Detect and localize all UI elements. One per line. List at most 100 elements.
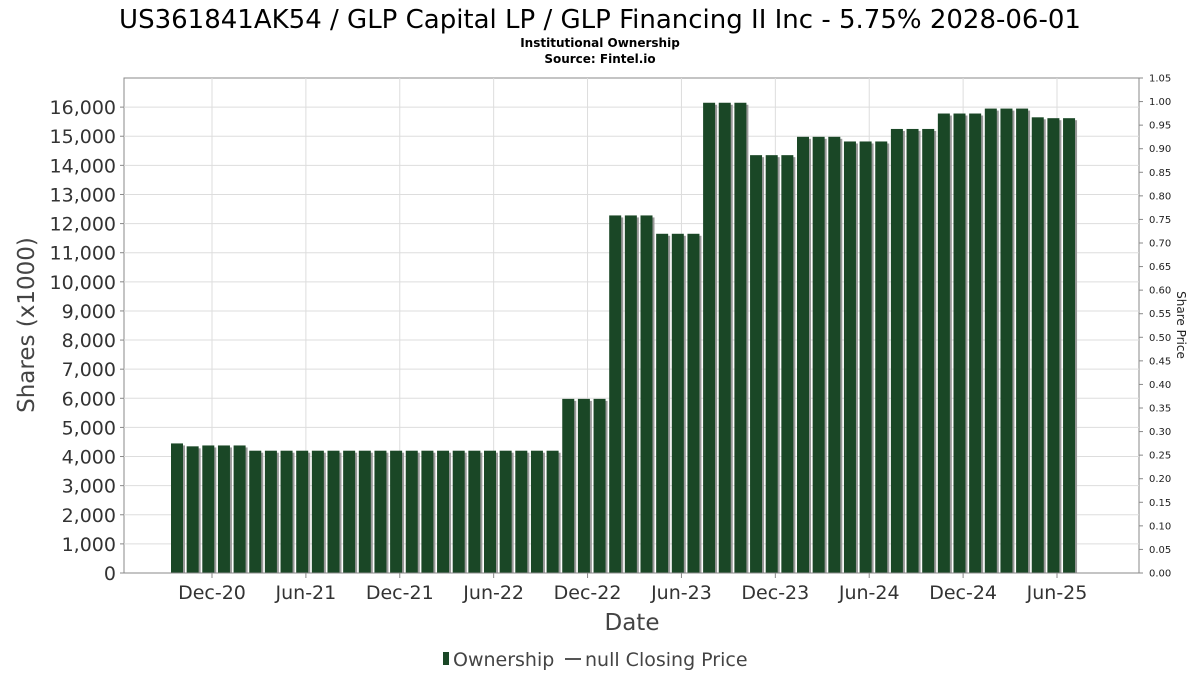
x-tick-label: Dec-21 bbox=[366, 582, 434, 604]
x-tick-label: Dec-22 bbox=[554, 582, 622, 604]
y2-tick-label: 0.85 bbox=[1149, 168, 1171, 179]
ownership-bar bbox=[374, 450, 387, 573]
y2-tick-label: 0.35 bbox=[1149, 404, 1171, 415]
ownership-bar bbox=[1063, 118, 1076, 574]
x-tick-label: Dec-20 bbox=[178, 582, 246, 604]
ownership-bar bbox=[484, 450, 496, 573]
x-tick-label: Jun-25 bbox=[1026, 582, 1088, 604]
x-axis-ticks: Dec-20 Jun-21 Dec-21 Jun-22 Dec-22 Jun-23 Dec-… bbox=[124, 572, 1139, 604]
ownership-bar bbox=[609, 215, 622, 573]
ownership-bar bbox=[515, 450, 528, 573]
y2-tick-label: 1.05 bbox=[1149, 74, 1171, 85]
ownership-bar bbox=[171, 443, 183, 573]
ownership-bar bbox=[1016, 108, 1029, 573]
y-tick-label: 15,000 bbox=[50, 126, 116, 148]
y-tick-label: 13,000 bbox=[50, 184, 116, 206]
y-tick-label: 7,000 bbox=[62, 359, 116, 381]
chart-subtitle: Institutional Ownership bbox=[520, 36, 680, 50]
ownership-bar bbox=[984, 108, 997, 573]
y2-tick-label: 0.80 bbox=[1149, 191, 1171, 202]
ownership-bar bbox=[358, 450, 371, 573]
y-tick-label: 6,000 bbox=[62, 388, 116, 410]
x-tick-label: Jun-24 bbox=[838, 582, 900, 604]
ownership-bars bbox=[171, 102, 1078, 574]
ownership-bar bbox=[937, 113, 950, 573]
ownership-bar bbox=[750, 155, 763, 574]
y-tick-label: 1,000 bbox=[62, 534, 116, 556]
y2-tick-label: 0.00 bbox=[1149, 569, 1171, 580]
ownership-bar bbox=[969, 113, 982, 573]
ownership-bar bbox=[906, 128, 919, 574]
ownership-bar bbox=[390, 450, 403, 573]
y2-tick-label: 0.30 bbox=[1149, 427, 1171, 438]
ownership-bar bbox=[781, 155, 794, 574]
ownership-bar bbox=[1047, 118, 1060, 574]
ownership-bar bbox=[656, 233, 669, 573]
y2-tick-label: 0.45 bbox=[1149, 356, 1171, 367]
y2-axis-ticks: 0.00 0.05 0.10 0.15 0.20 0.25 0.30 0.35 0.40 0.45… bbox=[1139, 74, 1171, 580]
y-tick-label: 8,000 bbox=[62, 330, 116, 352]
y-tick-label: 11,000 bbox=[50, 243, 116, 265]
ownership-bar bbox=[249, 450, 262, 573]
ownership-bar bbox=[828, 136, 841, 574]
ownership-bar bbox=[953, 113, 966, 573]
y2-tick-label: 0.60 bbox=[1149, 286, 1171, 297]
y2-tick-label: 1.00 bbox=[1149, 97, 1171, 108]
ownership-bar bbox=[812, 136, 825, 574]
ownership-bar bbox=[843, 141, 856, 573]
ownership-bar bbox=[311, 450, 324, 573]
ownership-bar bbox=[499, 450, 512, 573]
ownership-bar bbox=[405, 450, 418, 573]
ownership-bar bbox=[452, 450, 465, 573]
y-tick-label: 9,000 bbox=[62, 301, 116, 323]
y2-tick-label: 0.55 bbox=[1149, 309, 1171, 320]
ownership-bar bbox=[264, 450, 277, 573]
x-tick-label: Jun-21 bbox=[275, 582, 337, 604]
ownership-bar bbox=[734, 102, 747, 573]
y2-tick-label: 0.95 bbox=[1149, 121, 1171, 132]
y-tick-label: 3,000 bbox=[62, 476, 116, 498]
ownership-bar bbox=[343, 450, 356, 573]
y-tick-label: 0 bbox=[104, 563, 116, 585]
y2-tick-label: 0.05 bbox=[1149, 545, 1171, 556]
ownership-bar bbox=[593, 398, 606, 573]
y2-tick-label: 0.90 bbox=[1149, 144, 1171, 155]
y2-tick-label: 0.65 bbox=[1149, 262, 1171, 273]
y2-tick-label: 0.50 bbox=[1149, 333, 1171, 344]
y-tick-label: 2,000 bbox=[62, 505, 116, 527]
ownership-bar bbox=[671, 233, 684, 573]
y-tick-label: 12,000 bbox=[50, 214, 116, 236]
x-tick-label: Dec-23 bbox=[741, 582, 809, 604]
y2-axis-label: Share Price bbox=[1174, 291, 1188, 359]
y-tick-label: 4,000 bbox=[62, 447, 116, 469]
ownership-bar bbox=[797, 136, 809, 574]
ownership-bar bbox=[640, 215, 653, 573]
ownership-bar bbox=[546, 450, 559, 573]
y2-tick-label: 0.15 bbox=[1149, 498, 1171, 509]
ownership-bar bbox=[280, 450, 293, 573]
ownership-bar bbox=[1000, 108, 1013, 573]
ownership-bar bbox=[530, 450, 543, 573]
ownership-bar bbox=[624, 215, 637, 573]
x-tick-label: Dec-24 bbox=[929, 582, 997, 604]
x-tick-label: Jun-22 bbox=[462, 582, 524, 604]
y2-tick-label: 0.70 bbox=[1149, 239, 1171, 250]
y-tick-label: 16,000 bbox=[50, 97, 116, 119]
ownership-bar bbox=[718, 102, 731, 573]
ownership-bar bbox=[687, 233, 700, 573]
y2-tick-label: 0.40 bbox=[1149, 380, 1171, 391]
y2-tick-label: 0.20 bbox=[1149, 474, 1171, 485]
y-axis-label: Shares (x1000) bbox=[14, 237, 40, 413]
legend-ownership-label: Ownership bbox=[453, 649, 554, 671]
legend-ownership-swatch bbox=[443, 652, 449, 665]
ownership-bar bbox=[890, 128, 903, 574]
ownership-bar bbox=[437, 450, 450, 573]
ownership-bar bbox=[468, 450, 481, 573]
ownership-bar bbox=[421, 450, 434, 573]
ownership-bar bbox=[859, 141, 872, 573]
y2-tick-label: 0.25 bbox=[1149, 451, 1171, 462]
x-axis-label: Date bbox=[605, 610, 660, 636]
ownership-bar bbox=[577, 398, 590, 573]
ownership-bar bbox=[703, 102, 716, 573]
